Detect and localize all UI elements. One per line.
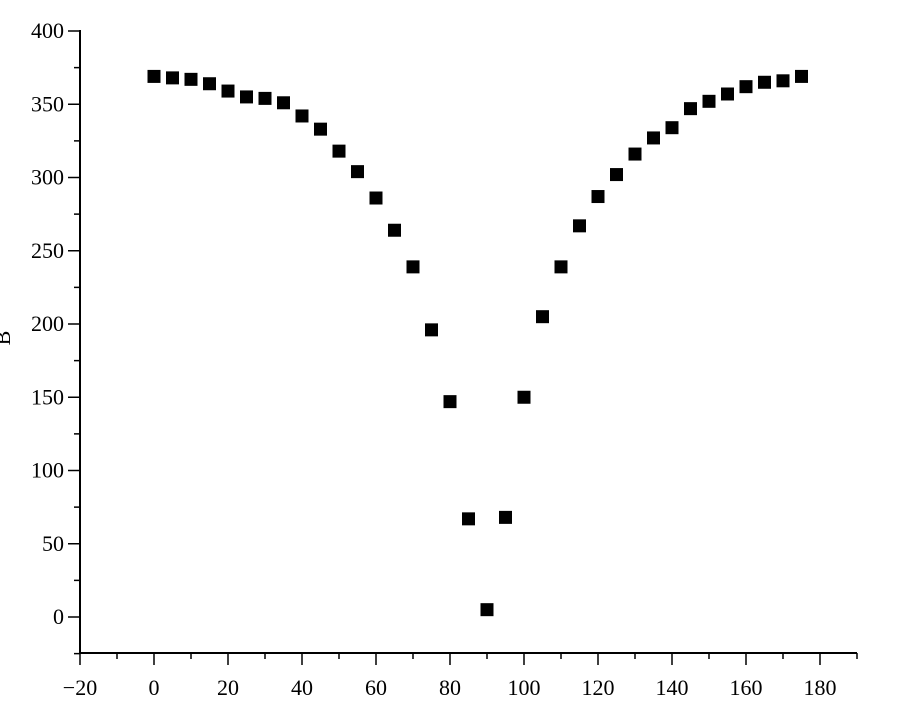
- data-point: [610, 168, 623, 182]
- data-point: [499, 510, 512, 524]
- x-tick-label: 80: [439, 675, 461, 700]
- data-point: [739, 80, 753, 94]
- data-point: [647, 131, 660, 145]
- data-point: [240, 90, 253, 104]
- data-point: [573, 219, 586, 233]
- x-axis-ticks: −20 0 20 40 60 80 100 120 140 160 180: [63, 653, 858, 700]
- data-point: [536, 310, 549, 324]
- data-point: [221, 84, 235, 98]
- y-tick-label: 50: [42, 531, 64, 556]
- x-tick-label: 40: [291, 675, 313, 700]
- data-point: [314, 122, 327, 136]
- data-point: [147, 69, 161, 83]
- data-point: [166, 71, 179, 85]
- data-point: [795, 69, 808, 83]
- x-tick-label: −20: [63, 675, 97, 700]
- data-point: [351, 165, 364, 179]
- data-point: [480, 603, 494, 617]
- y-tick-label: 300: [31, 165, 64, 190]
- y-tick-label: 250: [31, 238, 64, 263]
- x-tick-label: 60: [365, 675, 387, 700]
- data-point: [277, 96, 290, 110]
- data-point: [295, 109, 309, 123]
- data-point: [684, 102, 697, 116]
- data-point: [554, 260, 568, 274]
- x-tick-label: 100: [508, 675, 541, 700]
- data-point: [628, 147, 642, 161]
- data-point: [258, 91, 272, 105]
- data-point: [406, 260, 420, 274]
- x-tick-label: 180: [804, 675, 837, 700]
- y-axis-ticks: 0 50 100 150 200 250 300 350 400: [31, 18, 80, 655]
- x-tick-label: 140: [656, 675, 689, 700]
- x-tick-label: 160: [730, 675, 763, 700]
- x-tick-label: 120: [582, 675, 615, 700]
- y-axis-label: B: [0, 331, 15, 346]
- x-tick-label: 20: [217, 675, 239, 700]
- data-point: [332, 144, 346, 158]
- data-points: [147, 69, 808, 617]
- data-point: [591, 190, 605, 204]
- x-tick-label: 0: [149, 675, 160, 700]
- data-point: [203, 77, 216, 91]
- data-point: [776, 74, 790, 88]
- data-point: [758, 75, 771, 89]
- y-tick-label: 350: [31, 91, 64, 116]
- y-tick-label: 150: [31, 384, 64, 409]
- data-point: [388, 223, 401, 237]
- data-point: [517, 390, 531, 404]
- data-point: [425, 323, 438, 337]
- data-point: [721, 87, 734, 101]
- y-tick-label: 200: [31, 311, 64, 336]
- data-point: [702, 94, 716, 108]
- data-point: [462, 512, 475, 526]
- y-tick-label: 400: [31, 18, 64, 43]
- data-point: [443, 395, 457, 409]
- y-tick-label: 0: [53, 604, 64, 629]
- y-tick-label: 100: [31, 458, 64, 483]
- data-point: [369, 191, 383, 205]
- data-point: [665, 121, 679, 135]
- data-point: [184, 72, 198, 86]
